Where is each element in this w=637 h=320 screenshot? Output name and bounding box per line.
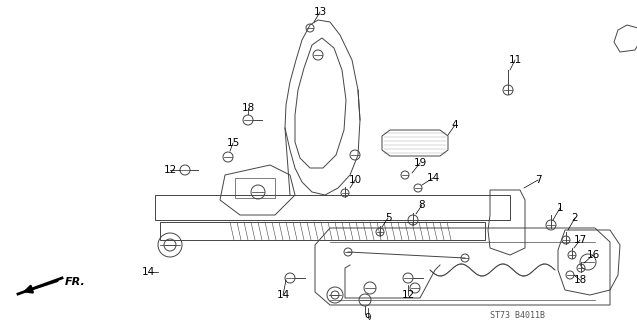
Text: ST73 B4011B: ST73 B4011B (490, 310, 545, 319)
Text: 12: 12 (401, 290, 415, 300)
Text: 1: 1 (557, 203, 563, 213)
Text: 2: 2 (571, 213, 578, 223)
Text: 13: 13 (313, 7, 327, 17)
Text: 7: 7 (534, 175, 541, 185)
Text: 4: 4 (452, 120, 458, 130)
Text: 5: 5 (385, 213, 391, 223)
Text: 10: 10 (348, 175, 362, 185)
Text: 14: 14 (141, 267, 155, 277)
Text: 14: 14 (276, 290, 290, 300)
Text: 12: 12 (163, 165, 176, 175)
Text: 8: 8 (419, 200, 426, 210)
Text: 11: 11 (508, 55, 522, 65)
Text: 16: 16 (587, 250, 599, 260)
Text: 17: 17 (573, 235, 587, 245)
Text: 14: 14 (426, 173, 440, 183)
Text: FR.: FR. (65, 277, 86, 287)
Text: 19: 19 (413, 158, 427, 168)
Text: 18: 18 (241, 103, 255, 113)
Text: 15: 15 (226, 138, 240, 148)
Text: 18: 18 (573, 275, 587, 285)
Text: 9: 9 (365, 313, 371, 320)
